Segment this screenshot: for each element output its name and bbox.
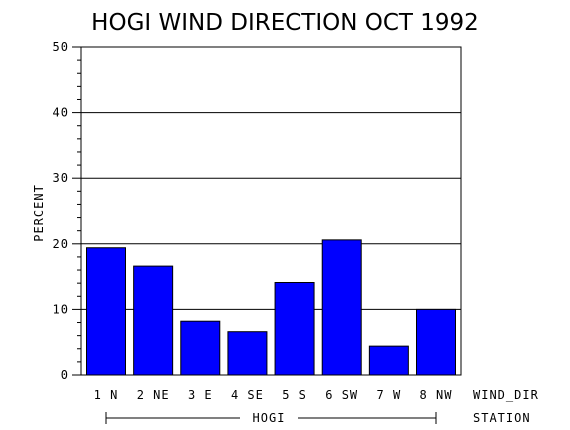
x-tick-label: 4 SE [231,388,264,402]
bar [133,265,174,376]
x-axis-label: WIND_DIR [473,388,539,402]
x-tick-label: 5 S [282,388,307,402]
y-axis-label: PERCENT [32,184,46,242]
x-tick-label: 3 E [188,388,213,402]
y-axis-tick-labels: 0 10 20 30 40 50 [53,40,69,382]
x-tick-label: 2 NE [137,388,170,402]
bar [274,282,315,376]
x-tick-label: 7 W [377,388,402,402]
bar [321,239,362,376]
y-tick-label: 40 [53,106,69,120]
x-tick-label: 8 NW [420,388,453,402]
station-group-label: HOGI [253,411,286,425]
y-tick-label: 0 [61,368,69,382]
station-group-bracket: HOGI [105,411,437,425]
x-axis-tick-labels: 1 N 2 NE 3 E 4 SE 5 S 6 SW 7 W 8 NW [94,388,453,402]
bar [180,320,221,376]
y-tick-label: 20 [53,237,69,251]
plot-frame [80,46,462,376]
y-tick-label: 50 [53,40,69,54]
x-tick-label: 1 N [94,388,119,402]
y-tick-label: 10 [53,302,69,316]
y-tick-label: 30 [53,171,69,185]
bar [368,345,409,376]
chart-title: HOGI WIND DIRECTION OCT 1992 [91,10,479,36]
y-axis-ticks [72,46,81,376]
station-axis-label: STATION [473,411,531,425]
bar [86,247,126,376]
bar [416,308,456,376]
x-tick-label: 6 SW [325,388,358,402]
bars [86,239,456,376]
bar [227,331,268,376]
